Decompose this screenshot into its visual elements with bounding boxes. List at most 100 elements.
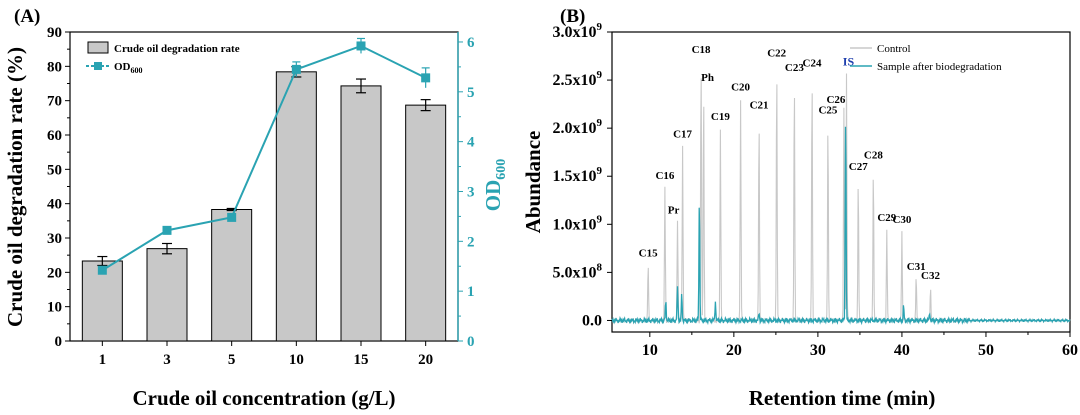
b-y-tick-mantissa: 3.0x10	[553, 24, 597, 41]
legend-control-label: Control	[877, 43, 911, 55]
b-x-tick-label-60: 60	[1062, 342, 1078, 359]
peak-label-Pr: Pr	[668, 204, 680, 216]
bar-10	[275, 71, 317, 342]
panel-b-plot-frame	[611, 31, 1071, 333]
b-y-tick-exponent: 9	[597, 21, 603, 33]
panel-a: (A) 0 10 20 30 40 50 60 70 80 90 0 1 2 3 4 5 6 1 3 5 10 15 2…	[3, 6, 509, 410]
bar-15	[340, 85, 382, 342]
legend-bar-swatch	[87, 41, 109, 54]
peak-label-C22: C22	[767, 48, 786, 60]
peak-label-C17: C17	[673, 128, 692, 140]
bar-3	[146, 248, 188, 342]
peak-label-C23: C23	[785, 62, 804, 74]
peak-label-Ph: Ph	[701, 72, 714, 84]
b-x-tick-label-40: 40	[894, 342, 910, 359]
panel-a-plot-frame	[69, 31, 459, 342]
right-tick-label-3: 3	[467, 184, 475, 200]
left-tick-label-40: 40	[47, 197, 62, 213]
b-y-tick-label-5: 2.5x109	[553, 69, 603, 89]
peak-label-C25: C25	[818, 104, 837, 116]
peak-label-C16: C16	[655, 170, 674, 182]
panel-a-right-axis-title: OD600	[481, 159, 509, 212]
left-tick-label-50: 50	[47, 162, 62, 178]
b-y-tick-exponent: 9	[597, 213, 603, 225]
peak-label-C26: C26	[826, 94, 845, 106]
panel-b-control-trace	[611, 73, 1071, 325]
od600-point-10	[291, 64, 301, 74]
b-y-tick-exponent: 9	[597, 117, 603, 129]
bar-5	[211, 209, 253, 342]
b-y-tick-label-2: 1.0x109	[553, 213, 603, 233]
peak-label-IS: IS	[843, 54, 855, 68]
right-axis-title-main: OD	[481, 180, 505, 212]
peak-label-C27: C27	[849, 161, 868, 173]
left-tick-label-70: 70	[47, 94, 62, 110]
od600-point-1	[97, 265, 107, 275]
b-y-tick-mantissa: 1.0x10	[553, 216, 597, 233]
b-x-tick-label-10: 10	[642, 342, 658, 359]
panel-b-y-axis: 0.05.0x1081.0x1091.5x1092.0x1092.5x1093.…	[553, 21, 612, 329]
b-x-tick-label-50: 50	[978, 342, 994, 359]
x-tick-label-15: 15	[354, 352, 369, 368]
right-tick-label-0: 0	[467, 334, 475, 350]
peak-label-C20: C20	[731, 81, 750, 93]
right-tick-label-5: 5	[467, 85, 475, 101]
od600-point-15	[356, 41, 366, 51]
panel-a-bars	[81, 71, 447, 342]
bar-20	[405, 104, 447, 342]
x-tick-label-10: 10	[289, 352, 304, 368]
legend-line-marker	[94, 62, 102, 70]
peak-label-C24: C24	[803, 57, 822, 69]
b-y-tick-exponent: 9	[597, 165, 603, 177]
b-y-tick-mantissa: 1.5x10	[553, 168, 597, 185]
control-trace-path	[611, 73, 1071, 325]
peak-label-C30: C30	[892, 214, 911, 226]
peak-label-C21: C21	[750, 100, 769, 112]
panel-b-y-axis-title: Abundance	[521, 131, 545, 234]
b-y-tick-label-4: 2.0x109	[553, 117, 603, 137]
panel-a-x-axis-title: Crude oil concentration (g/L)	[132, 386, 395, 410]
panel-b-x-axis-title: Retention time (min)	[749, 386, 936, 410]
panel-b-label: (B)	[560, 6, 585, 27]
left-tick-label-90: 90	[47, 25, 62, 41]
left-tick-label-30: 30	[47, 231, 62, 247]
x-tick-label-5: 5	[228, 352, 236, 368]
b-x-tick-label-20: 20	[726, 342, 742, 359]
left-tick-label-60: 60	[47, 128, 62, 144]
peak-label-C18: C18	[692, 44, 711, 56]
b-y-tick-exponent: 9	[597, 69, 603, 81]
x-tick-label-1: 1	[99, 352, 107, 368]
panel-a-legend: Crude oil degradation rate OD600	[86, 41, 240, 75]
od600-point-20	[421, 73, 431, 83]
peak-label-C19: C19	[711, 111, 730, 123]
peak-label-C29: C29	[877, 212, 896, 224]
od600-point-3	[162, 225, 172, 235]
b-y-tick-mantissa: 2.0x10	[553, 120, 597, 137]
panel-a-x-axis: 1 3 5 10 15 20	[99, 341, 433, 368]
b-y-tick-exponent: 8	[597, 261, 603, 273]
panel-a-right-axis: 0 1 2 3 4 5 6	[457, 32, 475, 350]
panel-a-y-axis-title: Crude oil degradation rate (%)	[3, 47, 27, 327]
od600-point-5	[227, 212, 237, 222]
b-y-tick-label-0: 0.0	[582, 312, 602, 329]
b-y-tick-mantissa: 0.0	[582, 312, 602, 329]
b-y-tick-mantissa: 5.0x10	[553, 264, 597, 281]
b-y-tick-mantissa: 2.5x10	[553, 72, 597, 89]
right-tick-label-4: 4	[467, 135, 475, 151]
panel-a-left-axis: 0 10 20 30 40 50 60 70 80 90	[47, 25, 70, 350]
right-tick-label-6: 6	[467, 35, 475, 51]
b-x-tick-label-30: 30	[810, 342, 826, 359]
left-tick-label-80: 80	[47, 59, 62, 75]
left-tick-label-0: 0	[55, 334, 63, 350]
peak-label-C15: C15	[639, 248, 658, 260]
panel-b-legend: Control Sample after biodegradation	[850, 43, 1002, 73]
legend-bar-label: Crude oil degradation rate	[114, 43, 240, 55]
x-tick-label-3: 3	[163, 352, 171, 368]
peak-label-C28: C28	[864, 150, 883, 162]
b-y-tick-label-3: 1.5x109	[553, 165, 603, 185]
peak-label-C31: C31	[907, 261, 926, 273]
b-y-tick-label-6: 3.0x109	[553, 21, 603, 41]
